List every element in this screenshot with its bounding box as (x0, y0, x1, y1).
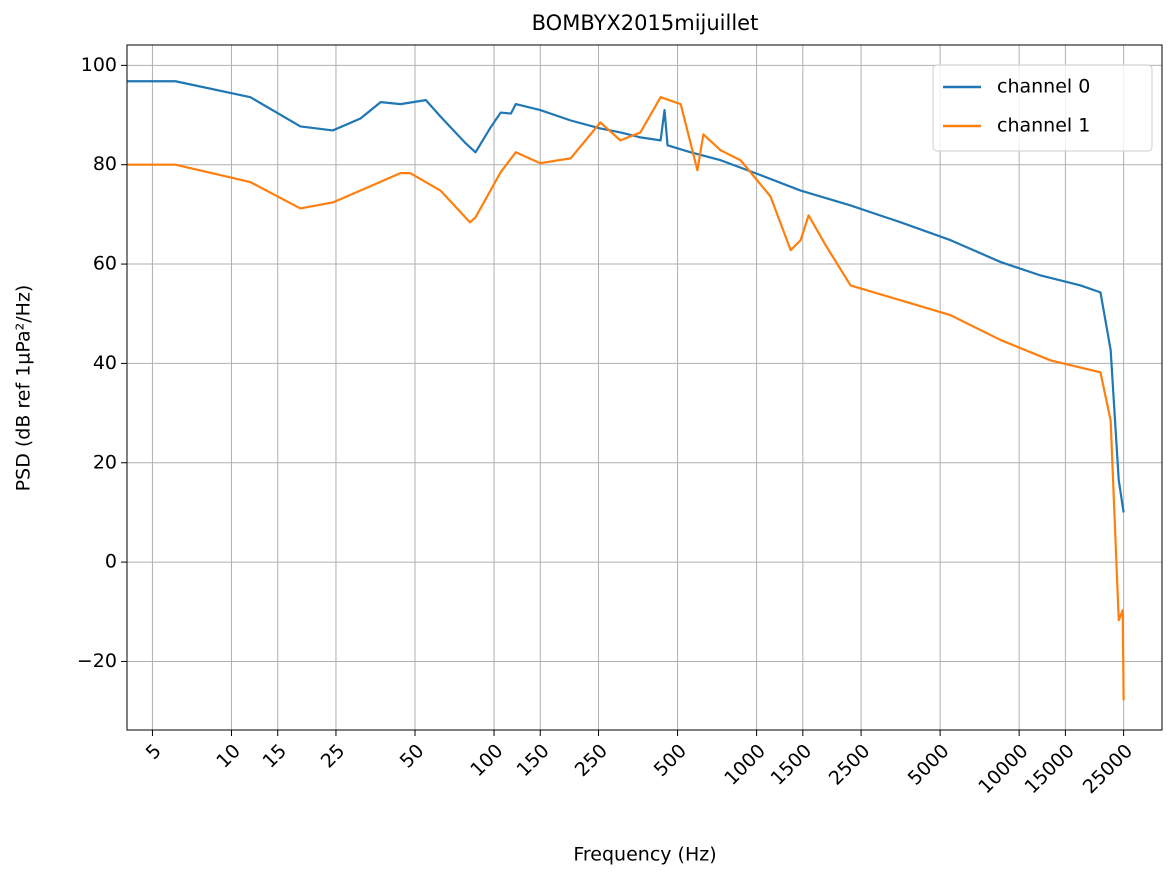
x-tick-label: 1500 (767, 740, 817, 790)
x-tick-label: 15 (258, 740, 291, 773)
series-line (127, 96, 1125, 701)
y-tick-label: 100 (81, 54, 117, 76)
y-axis-label: PSD (dB ref 1µPa²/Hz) (13, 285, 35, 492)
x-tick-label: 25 (317, 740, 350, 773)
y-tick-label: 0 (105, 551, 117, 573)
x-axis-label: Frequency (Hz) (573, 844, 716, 866)
chart-title: BOMBYX2015mijuillet (532, 11, 759, 35)
x-tick-label: 10 (212, 740, 245, 773)
x-tick-label: 50 (396, 740, 429, 773)
x-tick-label: 250 (571, 740, 612, 781)
legend-box (932, 64, 1153, 152)
y-tick-label: 60 (93, 253, 117, 275)
x-tick-label: 15000 (1021, 740, 1079, 798)
x-tick-label: 10000 (974, 740, 1032, 798)
y-tick-label: −20 (77, 650, 117, 672)
x-tick-label: 150 (512, 740, 553, 781)
x-tick-label: 1000 (720, 740, 770, 790)
x-tick-label: 500 (650, 740, 691, 781)
x-tick-label: 5 (142, 740, 166, 764)
x-tick-label: 100 (466, 740, 507, 781)
x-tick-label: 5000 (904, 740, 954, 790)
y-tick-label: 20 (93, 451, 117, 473)
legend-label: channel 0 (997, 76, 1090, 98)
y-tick-label: 40 (93, 352, 117, 374)
x-tick-label: 2500 (825, 740, 875, 790)
y-tick-label: 80 (93, 153, 117, 175)
x-tick-label: 25000 (1079, 740, 1137, 798)
legend-label: channel 1 (997, 115, 1090, 137)
plot-frame (126, 44, 1163, 731)
